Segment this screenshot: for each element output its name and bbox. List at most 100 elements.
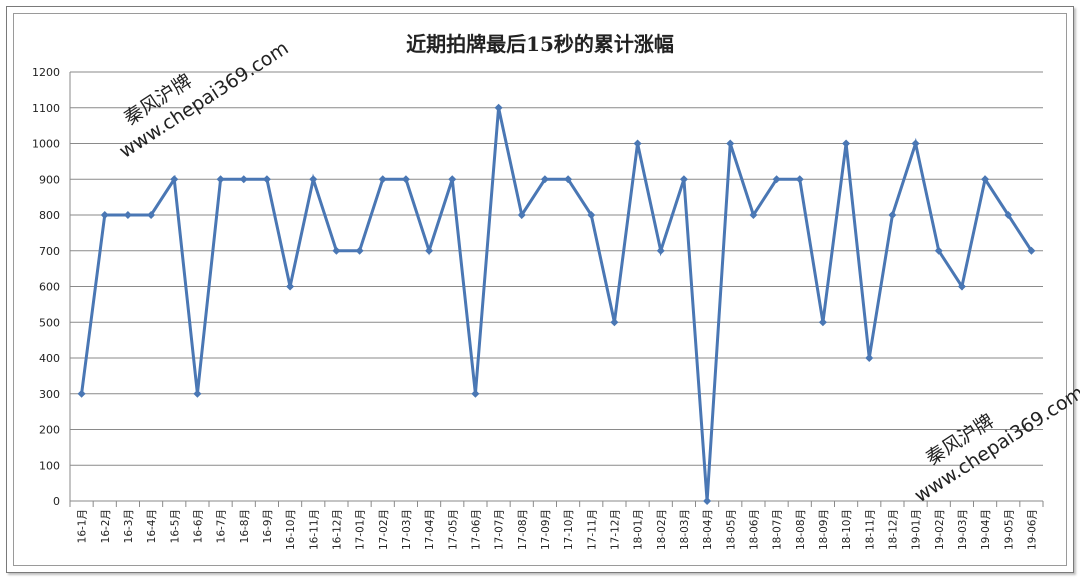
data-point: [540, 175, 549, 184]
data-point: [425, 246, 434, 255]
x-tick-label: 17-06月: [470, 509, 482, 550]
data-point: [286, 282, 295, 291]
data-point: [957, 282, 966, 291]
data-point: [656, 246, 665, 255]
x-tick-label: 16-5月: [169, 509, 181, 543]
y-tick-label: 900: [39, 173, 60, 186]
y-tick-label: 600: [39, 281, 60, 294]
y-tick-label: 500: [39, 316, 60, 329]
x-tick-label: 19-03月: [957, 509, 969, 550]
x-tick-label: 17-04月: [424, 509, 436, 550]
y-tick-label: 1100: [32, 102, 60, 115]
x-tick-label: 16-12月: [331, 509, 343, 550]
x-tick-label: 17-12月: [609, 509, 621, 550]
x-tick-label: 18-06月: [748, 509, 760, 550]
data-point: [262, 175, 271, 184]
data-point: [911, 139, 920, 148]
y-tick-label: 0: [53, 495, 60, 508]
data-point: [703, 497, 712, 505]
x-tick-label: 16-4月: [146, 509, 158, 543]
y-tick-label: 100: [39, 459, 60, 472]
x-tick-label: 16-8月: [239, 509, 251, 543]
data-point: [332, 246, 341, 255]
x-tick-label: 17-10月: [563, 509, 575, 550]
x-tick-label: 16-10月: [285, 509, 297, 550]
x-tick-label: 18-11月: [864, 509, 876, 550]
data-point: [355, 246, 364, 255]
chart-title: 近期拍牌最后15秒的累计涨幅: [406, 32, 674, 56]
data-point: [981, 175, 990, 184]
data-point: [77, 389, 86, 398]
plot-border: [13, 13, 1067, 566]
x-tick-label: 17-08月: [517, 509, 529, 550]
x-tick-label: 18-10月: [841, 509, 853, 550]
data-point: [772, 175, 781, 184]
x-tick-label: 18-05月: [725, 509, 737, 550]
data-point: [633, 139, 642, 148]
x-tick-label: 18-08月: [795, 509, 807, 550]
data-point: [1027, 246, 1036, 255]
x-tick-label: 18-03月: [679, 509, 691, 550]
y-tick-label: 1000: [32, 138, 60, 151]
x-tick-label: 16-9月: [262, 509, 274, 543]
y-tick-label: 300: [39, 388, 60, 401]
data-point: [587, 211, 596, 219]
y-tick-label: 1200: [32, 66, 60, 79]
data-point: [216, 175, 225, 184]
data-point: [193, 389, 202, 398]
y-tick-label: 800: [39, 209, 60, 222]
data-point: [309, 175, 318, 184]
x-tick-label: 17-02月: [378, 509, 390, 550]
x-tick-label: 16-11月: [308, 509, 320, 550]
x-tick-label: 16-3月: [123, 509, 135, 543]
x-tick-label: 18-04月: [702, 509, 714, 550]
x-tick-label: 16-2月: [100, 509, 112, 543]
data-point: [170, 175, 179, 184]
y-tick-label: 200: [39, 424, 60, 437]
data-point: [610, 318, 619, 327]
data-point: [842, 139, 851, 148]
data-point: [448, 175, 457, 184]
y-tick-label: 700: [39, 245, 60, 258]
x-tick-label: 17-09月: [540, 509, 552, 550]
x-tick-label: 19-01月: [911, 509, 923, 550]
data-point: [865, 354, 874, 362]
data-point: [749, 211, 758, 219]
data-point: [378, 175, 387, 184]
data-point: [401, 175, 410, 184]
x-tick-label: 19-02月: [934, 509, 946, 550]
x-tick-label: 16-6月: [192, 509, 204, 543]
x-tick-label: 18-12月: [887, 509, 899, 550]
x-tick-label: 17-05月: [447, 509, 459, 550]
x-tick-label: 16-1月: [77, 509, 89, 543]
data-point: [1004, 211, 1013, 219]
x-tick-label: 19-05月: [1003, 509, 1015, 550]
x-tick-label: 17-07月: [494, 509, 506, 550]
data-point: [123, 211, 132, 219]
data-point: [934, 246, 943, 255]
x-tick-label: 16-7月: [216, 509, 228, 543]
data-point: [100, 211, 109, 219]
x-tick-label: 18-07月: [772, 509, 784, 550]
y-tick-label: 400: [39, 352, 60, 365]
data-point: [564, 175, 573, 184]
data-point: [494, 103, 503, 112]
data-point: [679, 175, 688, 184]
x-tick-label: 19-06月: [1026, 509, 1038, 550]
data-point: [471, 389, 480, 398]
x-tick-label: 18-02月: [656, 509, 668, 550]
x-tick-label: 17-03月: [401, 509, 413, 550]
data-point: [795, 175, 804, 184]
data-point: [888, 211, 897, 219]
data-point: [239, 175, 248, 184]
outer-border: [6, 6, 1074, 573]
x-tick-label: 19-04月: [980, 509, 992, 550]
x-tick-label: 17-01月: [355, 509, 367, 550]
x-tick-label: 17-11月: [586, 509, 598, 550]
data-point: [818, 318, 827, 327]
series-line: [80, 107, 1033, 502]
data-point: [726, 139, 735, 148]
x-tick-label: 18-01月: [633, 509, 645, 550]
